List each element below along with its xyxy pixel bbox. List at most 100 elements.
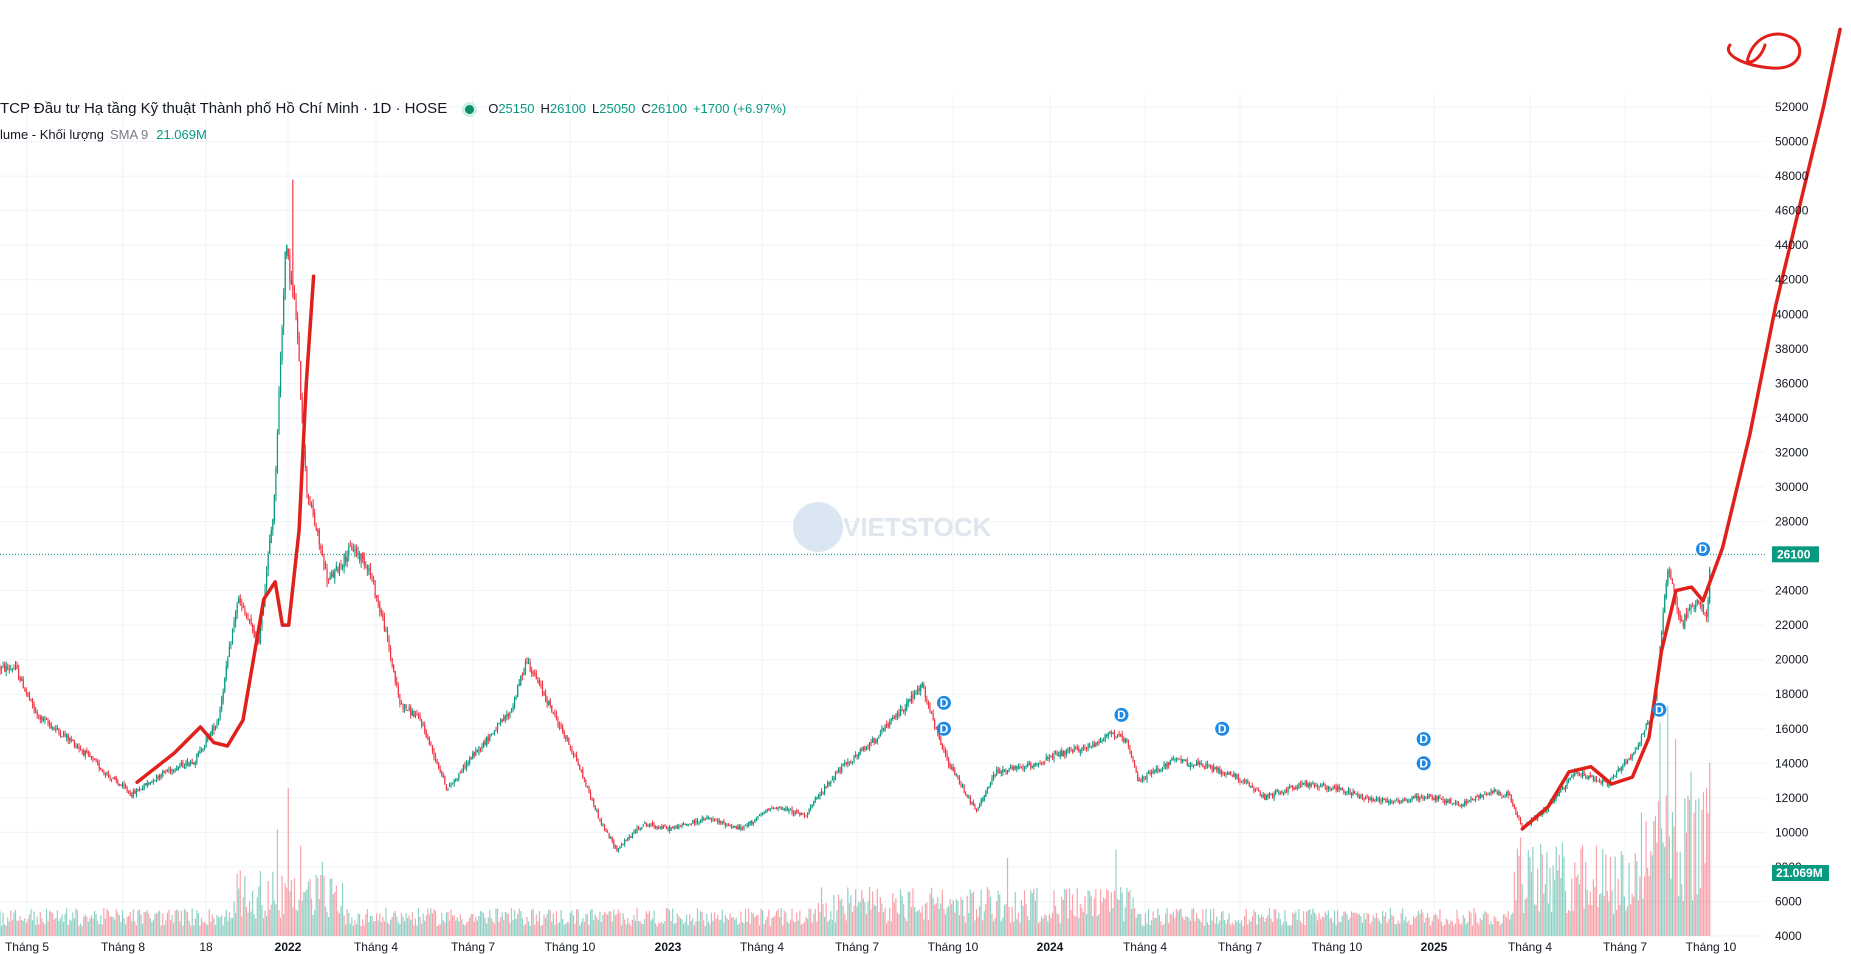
candle-body <box>1349 789 1351 795</box>
candle-body <box>1062 751 1064 757</box>
volume-bar <box>374 921 376 936</box>
candle-body <box>1160 769 1162 772</box>
candle-body <box>555 714 558 720</box>
candle-body <box>1628 758 1630 760</box>
candle-body <box>366 565 368 570</box>
volume-bar <box>910 907 912 936</box>
dividend-marker[interactable] <box>936 695 951 710</box>
candle-body <box>128 790 130 793</box>
volume-bar <box>1450 920 1452 936</box>
volume-legend[interactable]: lume - Khối lượng SMA 9 21.069M <box>0 127 207 142</box>
volume-bar <box>1620 851 1622 936</box>
volume-bar <box>117 912 119 936</box>
dividend-marker[interactable] <box>1696 542 1710 557</box>
candle-body <box>1298 782 1300 789</box>
volume-bar <box>1116 898 1119 936</box>
candle-body <box>1597 780 1599 782</box>
candle-body <box>1315 785 1317 787</box>
volume-bar <box>893 902 895 936</box>
watermark-text: VIETSTOCK <box>843 512 992 542</box>
candle-body <box>211 727 213 733</box>
candle-body <box>735 825 737 829</box>
candle-body <box>76 745 79 748</box>
candle-body <box>996 769 998 775</box>
candle-body <box>837 768 840 773</box>
volume-bar <box>376 913 378 936</box>
volume-bar <box>1028 920 1030 936</box>
candle-body <box>306 466 308 493</box>
volume-bar <box>252 890 254 936</box>
candle-body <box>1318 787 1320 789</box>
volume-bar <box>438 924 440 936</box>
candle-body <box>648 825 651 827</box>
volume-bar <box>461 919 463 936</box>
candle-body <box>138 788 141 792</box>
candle-body <box>678 825 680 829</box>
candle-body <box>591 797 593 799</box>
symbol-title[interactable]: TCP Đầu tư Hạ tầng Kỹ thuật Thành phố Hồ… <box>0 100 448 117</box>
volume-bar <box>1512 912 1514 936</box>
volume-bar <box>62 921 65 936</box>
volume-bar <box>417 908 420 936</box>
candle-body <box>270 530 272 543</box>
volume-bar <box>1025 903 1027 936</box>
volume-bar <box>315 874 317 936</box>
x-tick-label: 2022 <box>275 940 302 954</box>
candle-body <box>151 780 153 783</box>
candle-body <box>171 769 173 773</box>
volume-bar <box>1324 911 1326 936</box>
candle-body <box>1116 734 1119 736</box>
candle-body <box>504 715 506 719</box>
volume-bar <box>221 915 223 936</box>
candle-body <box>310 504 313 507</box>
candle-body <box>496 723 499 731</box>
candle-body <box>808 808 810 814</box>
candle-body <box>453 779 455 784</box>
candle-body <box>907 699 909 703</box>
candle-body <box>703 818 705 820</box>
dividend-marker[interactable] <box>1652 702 1667 717</box>
volume-bar <box>284 883 286 936</box>
volume-bar <box>1292 912 1294 936</box>
volume-bar <box>1335 924 1337 936</box>
dividend-marker[interactable] <box>1114 707 1129 722</box>
volume-bar <box>988 889 990 936</box>
volume-bar <box>1160 921 1162 936</box>
candle-body <box>109 776 111 780</box>
volume-bar <box>320 874 322 936</box>
volume-bar <box>690 920 692 936</box>
volume-bar <box>731 917 733 936</box>
candle-body <box>614 846 616 848</box>
volume-bar <box>1634 853 1636 936</box>
y-tick-label: 18000 <box>1775 687 1809 701</box>
volume-bar <box>788 923 790 936</box>
y-tick-label: 28000 <box>1775 515 1809 529</box>
candle-body <box>1152 770 1154 773</box>
volume-bar <box>1072 894 1074 936</box>
time-axis[interactable]: Tháng 5 Tháng 8 18 2022 Tháng 4 Tháng 7 Tháng … <box>5 940 1737 954</box>
candle-body <box>858 752 860 758</box>
candle-body <box>1583 770 1585 777</box>
volume-bar <box>1643 876 1646 936</box>
volume-bar <box>917 911 919 936</box>
volume-bar <box>1470 912 1472 936</box>
volume-bar <box>1709 762 1711 936</box>
volume-bar <box>338 913 341 936</box>
volume-bar <box>414 918 416 936</box>
volume-bar <box>1271 921 1274 936</box>
dividend-marker[interactable] <box>1416 756 1431 771</box>
dividend-marker[interactable] <box>1215 721 1230 736</box>
dividend-marker[interactable] <box>1416 732 1431 747</box>
volume-bar <box>830 911 832 936</box>
volume-bar <box>721 909 723 936</box>
candle-body <box>1185 759 1187 762</box>
candle-body <box>490 733 492 736</box>
volume-bar <box>593 919 595 936</box>
dividend-marker[interactable] <box>936 721 951 736</box>
price-axis[interactable]: 4000600080001000012000140001600018000200… <box>1772 100 1829 943</box>
candle-body <box>1130 751 1133 758</box>
candle-body <box>895 715 897 718</box>
volume-bar <box>855 889 857 936</box>
